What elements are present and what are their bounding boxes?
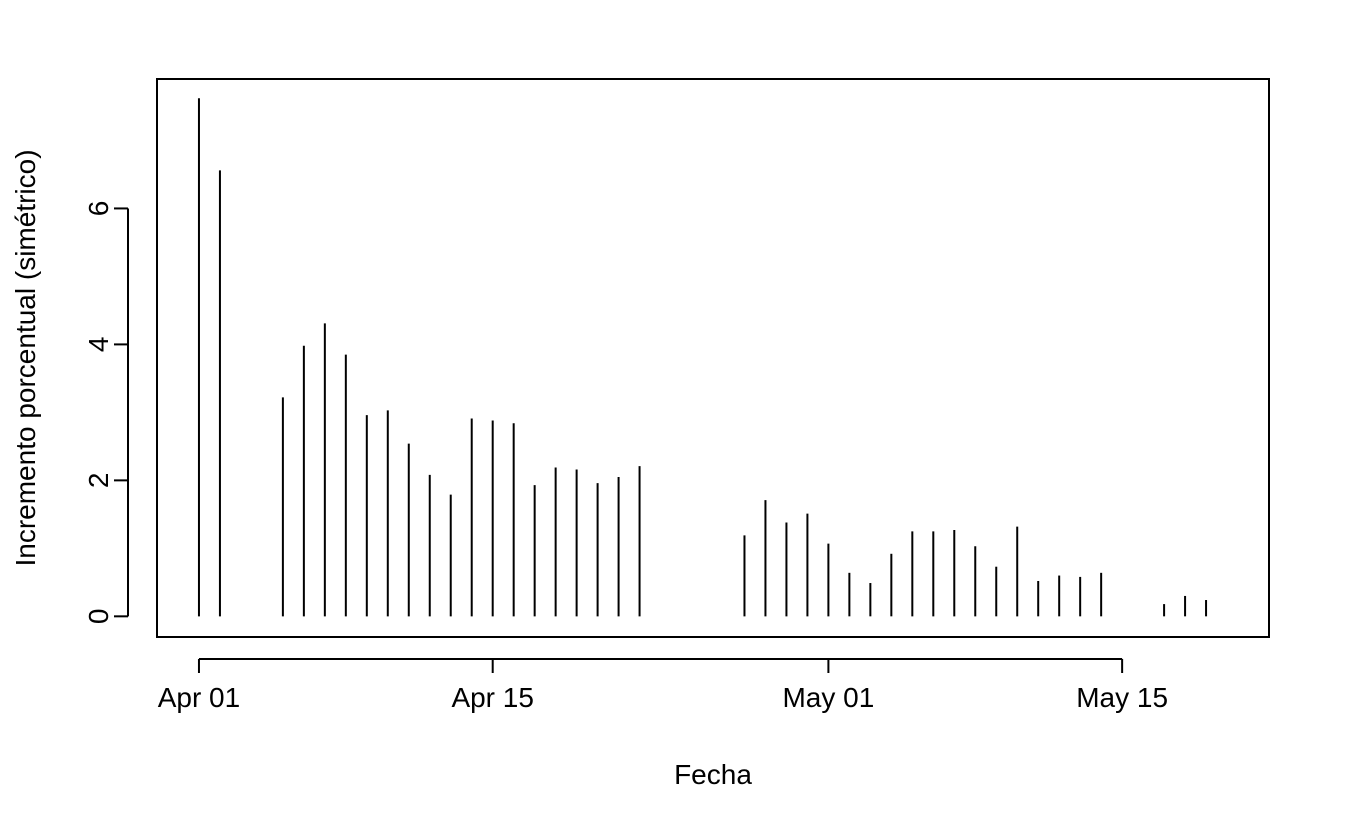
- plot-frame: [156, 78, 1270, 638]
- x-tick-label: Apr 01: [158, 682, 241, 713]
- y-tick-label: 2: [83, 473, 114, 489]
- y-axis: 0 2 4 6: [83, 201, 129, 625]
- y-tick-label: 0: [83, 609, 114, 625]
- x-axis-title: Fecha: [674, 759, 752, 790]
- y-axis-title: Incremento porcentual (simétrico): [10, 149, 41, 566]
- y-tick-label: 4: [83, 337, 114, 353]
- y-tick-label: 6: [83, 201, 114, 217]
- bars: [197, 98, 1208, 617]
- x-tick-label: Apr 15: [451, 682, 534, 713]
- x-tick-label: May 01: [782, 682, 874, 713]
- x-tick-label: May 15: [1076, 682, 1168, 713]
- x-axis: Apr 01 Apr 15 May 01 May 15: [158, 658, 1168, 713]
